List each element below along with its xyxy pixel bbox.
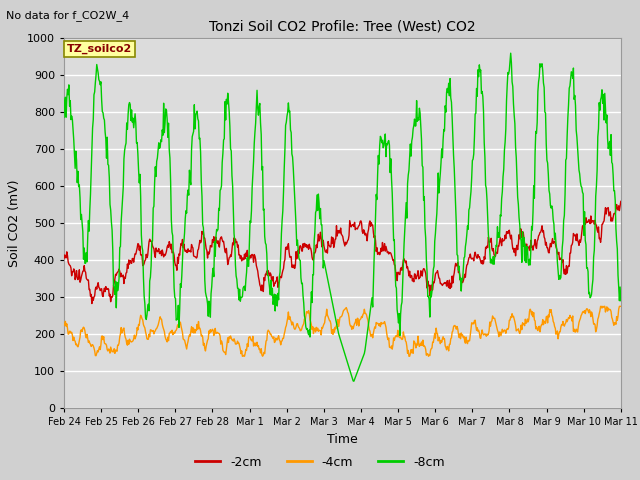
Text: TZ_soilco2: TZ_soilco2 bbox=[67, 44, 132, 54]
Legend: -2cm, -4cm, -8cm: -2cm, -4cm, -8cm bbox=[190, 451, 450, 474]
Y-axis label: Soil CO2 (mV): Soil CO2 (mV) bbox=[8, 180, 21, 267]
Text: No data for f_CO2W_4: No data for f_CO2W_4 bbox=[6, 10, 130, 21]
Title: Tonzi Soil CO2 Profile: Tree (West) CO2: Tonzi Soil CO2 Profile: Tree (West) CO2 bbox=[209, 19, 476, 33]
X-axis label: Time: Time bbox=[327, 432, 358, 445]
